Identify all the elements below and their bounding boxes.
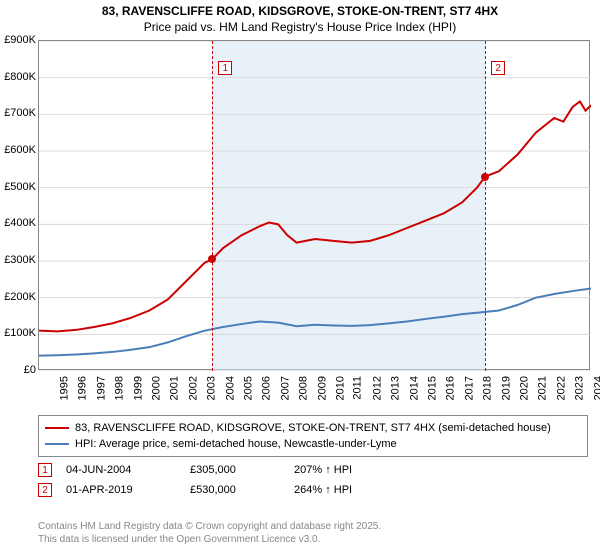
x-tick-label: 1998 [114,376,126,400]
sale-footnotes: 1 04-JUN-2004 £305,000 207% ↑ HPI 2 01-APR-20… [38,460,352,500]
legend-row: 83, RAVENSCLIFFE ROAD, KIDSGROVE, STOKE-… [45,420,581,436]
legend-swatch [45,443,69,445]
sale-marker-box: 1 [218,61,232,75]
footnote-date: 01-APR-2019 [66,484,176,496]
y-tick-label: £100K [0,327,36,339]
x-tick-label: 2015 [426,376,438,400]
footnote-row: 1 04-JUN-2004 £305,000 207% ↑ HPI [38,460,352,480]
y-tick-label: £900K [0,34,36,46]
x-tick-label: 2001 [169,376,181,400]
x-tick-label: 2020 [518,376,530,400]
series-hpi [39,289,591,356]
credit-line2: This data is licensed under the Open Gov… [38,533,381,546]
legend-label: HPI: Average price, semi-detached house,… [75,438,397,450]
x-tick-label: 1999 [132,376,144,400]
x-tick-label: 2022 [555,376,567,400]
legend-swatch [45,427,69,429]
x-tick-label: 2000 [150,376,162,400]
legend: 83, RAVENSCLIFFE ROAD, KIDSGROVE, STOKE-… [38,415,588,457]
x-tick-label: 2003 [206,376,218,400]
sale-marker-box: 2 [491,61,505,75]
footnote-price: £305,000 [190,464,280,476]
x-tick-label: 2021 [537,376,549,400]
y-tick-label: £0 [0,364,36,376]
x-tick-label: 2007 [279,376,291,400]
y-tick-label: £600K [0,144,36,156]
x-tick-label: 2011 [352,376,364,400]
y-tick-label: £200K [0,291,36,303]
footnote-date: 04-JUN-2004 [66,464,176,476]
footnote-delta: 264% ↑ HPI [294,484,352,496]
price-chart: 83, RAVENSCLIFFE ROAD, KIDSGROVE, STOKE-… [0,0,600,560]
x-tick-label: 1996 [77,376,89,400]
legend-row: HPI: Average price, semi-detached house,… [45,436,581,452]
x-tick-label: 2012 [371,376,383,400]
x-tick-label: 1995 [58,376,70,400]
x-tick-label: 2006 [261,376,273,400]
footnote-row: 2 01-APR-2019 £530,000 264% ↑ HPI [38,480,352,500]
sale-vline [212,41,213,371]
x-tick-label: 2019 [500,376,512,400]
x-tick-label: 2018 [482,376,494,400]
sale-vline [485,41,486,371]
y-tick-label: £800K [0,71,36,83]
y-tick-label: £400K [0,217,36,229]
x-tick-label: 2017 [463,376,475,400]
x-tick-label: 2014 [408,376,420,400]
x-tick-label: 2005 [242,376,254,400]
x-tick-label: 2008 [298,376,310,400]
x-tick-label: 2016 [445,376,457,400]
footnote-delta: 207% ↑ HPI [294,464,352,476]
x-tick-label: 2010 [334,376,346,400]
x-tick-label: 2002 [187,376,199,400]
footnote-marker: 1 [38,463,52,477]
y-tick-label: £300K [0,254,36,266]
credit-text: Contains HM Land Registry data © Crown c… [38,520,381,546]
chart-title-line1: 83, RAVENSCLIFFE ROAD, KIDSGROVE, STOKE-… [0,0,600,20]
footnote-price: £530,000 [190,484,280,496]
x-tick-label: 2009 [316,376,328,400]
footnote-marker: 2 [38,483,52,497]
chart-title-line2: Price paid vs. HM Land Registry's House … [0,20,600,38]
sale-dot [208,255,216,263]
x-tick-label: 2004 [224,376,236,400]
y-tick-label: £500K [0,181,36,193]
sale-dot [481,173,489,181]
x-tick-label: 2023 [574,376,586,400]
credit-line1: Contains HM Land Registry data © Crown c… [38,520,381,533]
legend-label: 83, RAVENSCLIFFE ROAD, KIDSGROVE, STOKE-… [75,422,551,434]
x-tick-label: 1997 [95,376,107,400]
plot-area: 12 [38,40,590,370]
x-tick-label: 2013 [390,376,402,400]
chart-lines [39,41,591,371]
y-tick-label: £700K [0,107,36,119]
x-tick-label: 2024 [592,376,600,400]
series-property [39,102,591,332]
